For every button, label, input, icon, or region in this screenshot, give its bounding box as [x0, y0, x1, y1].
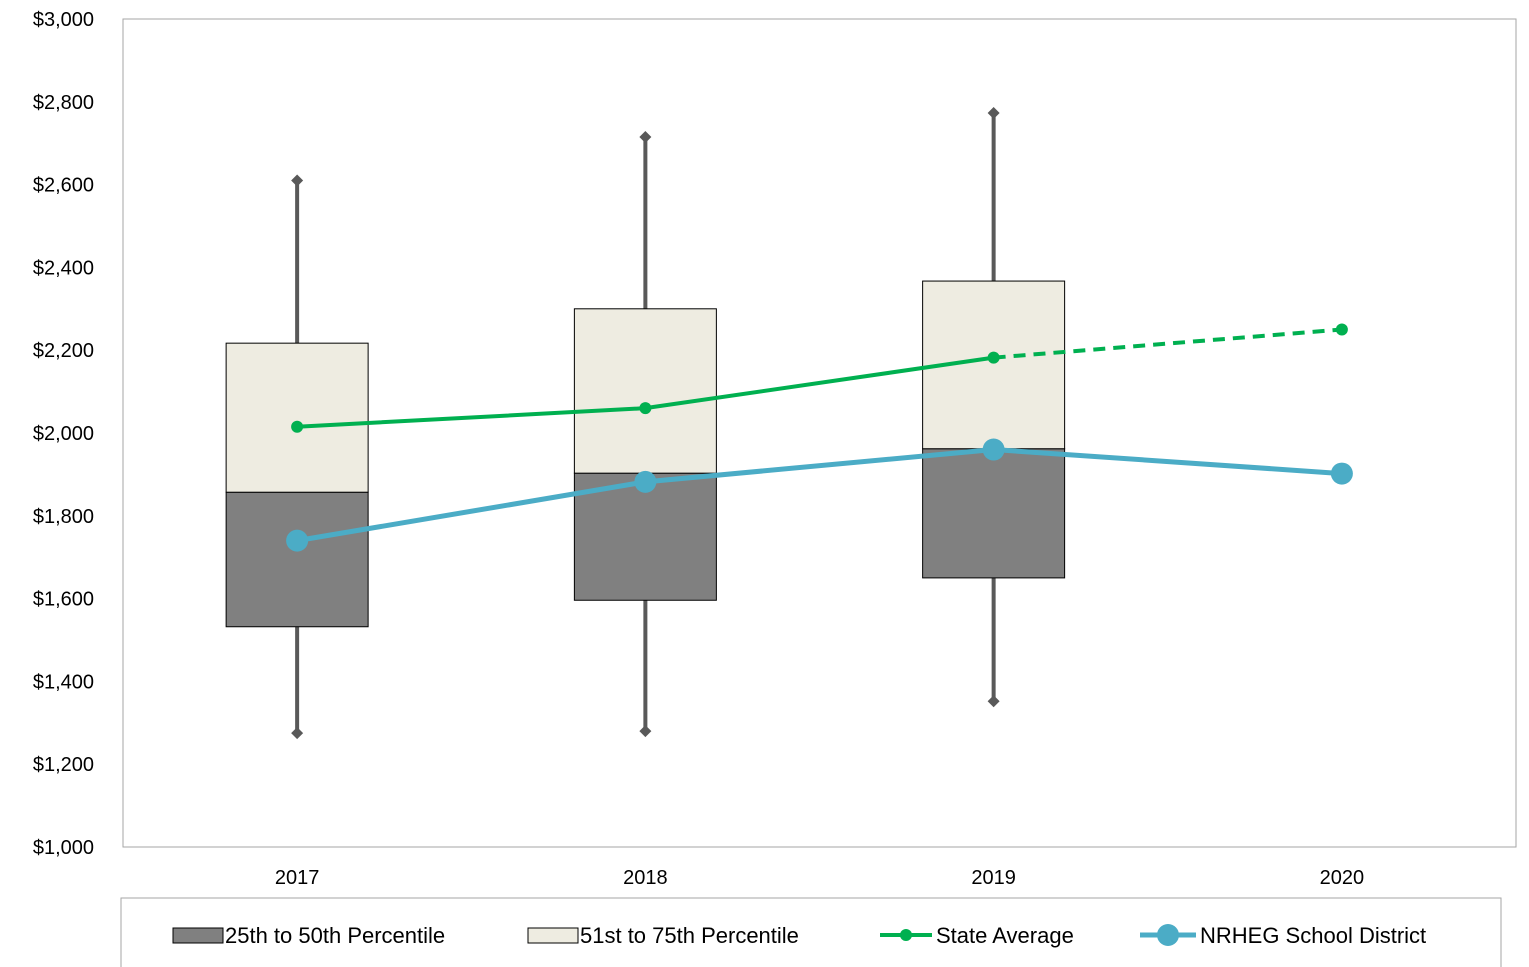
y-tick-label: $1,800: [33, 506, 94, 528]
box-lower-quartile: [573, 472, 717, 601]
box-plot: [573, 130, 717, 738]
legend-item: 25th to 50th Percentile: [172, 923, 445, 948]
box-upper-quartile: [225, 342, 369, 493]
box-plots: [225, 106, 1066, 740]
box-plot: [922, 106, 1066, 708]
y-tick-label: $1,600: [33, 589, 94, 611]
whisker-end-marker: [639, 130, 652, 143]
data-point: [634, 470, 657, 493]
box-lower-quartile: [922, 448, 1066, 579]
y-tick-label: $2,000: [33, 423, 94, 445]
box-upper-quartile: [573, 308, 717, 474]
y-tick-label: $2,600: [33, 175, 94, 197]
whisker-end-marker: [987, 106, 1000, 119]
series-lines: [286, 323, 1353, 552]
y-tick-label: $1,000: [33, 837, 94, 859]
data-point: [1335, 323, 1348, 336]
legend-label: 51st to 75th Percentile: [580, 923, 799, 948]
y-tick-label: $3,000: [33, 9, 94, 31]
legend-swatch: [172, 927, 224, 944]
legend-frame: [120, 897, 1502, 967]
legend-label: 25th to 50th Percentile: [225, 923, 445, 948]
y-tick-label: $2,800: [33, 92, 94, 114]
x-tick-label: 2017: [275, 867, 320, 889]
legend: 25th to 50th Percentile 51st to 75th Perc…: [172, 923, 1426, 948]
y-tick-label: $2,400: [33, 257, 94, 279]
series-line-projected: [993, 327, 1343, 360]
data-point: [982, 438, 1005, 461]
x-tick-label: 2020: [1320, 867, 1365, 889]
x-tick-label: 2018: [623, 867, 668, 889]
data-point: [987, 351, 1000, 364]
data-point: [286, 529, 309, 552]
data-point: [639, 402, 652, 415]
y-tick-label: $1,200: [33, 754, 94, 776]
series-line: [296, 447, 1343, 544]
whisker-end-marker: [291, 174, 304, 187]
y-tick-label: $2,200: [33, 340, 94, 362]
legend-swatch-marker: [900, 929, 912, 941]
legend-label: State Average: [936, 923, 1074, 948]
legend-item: 51st to 75th Percentile: [527, 923, 799, 948]
y-tick-label: $1,400: [33, 671, 94, 693]
legend-item: State Average: [880, 923, 1074, 948]
series-state-average: [291, 323, 1348, 433]
whisker-end-marker: [639, 725, 652, 738]
y-axis: $1,000 $1,200 $1,400 $1,600 $1,800 $2,000 $2,2…: [33, 9, 94, 859]
x-axis: 2017 2018 2019 2020: [275, 867, 1364, 889]
box-lower-quartile: [225, 491, 369, 628]
legend-label: NRHEG School District: [1200, 923, 1426, 948]
legend-swatch: [527, 927, 579, 944]
legend-swatch-marker: [1157, 924, 1179, 946]
data-point: [1330, 462, 1353, 485]
whisker-end-marker: [291, 727, 304, 740]
x-tick-label: 2019: [971, 867, 1016, 889]
series-district: [286, 438, 1353, 552]
legend-item: NRHEG School District: [1140, 923, 1426, 948]
whisker-end-marker: [987, 695, 1000, 708]
data-point: [291, 420, 304, 433]
box-plot: [225, 174, 369, 740]
